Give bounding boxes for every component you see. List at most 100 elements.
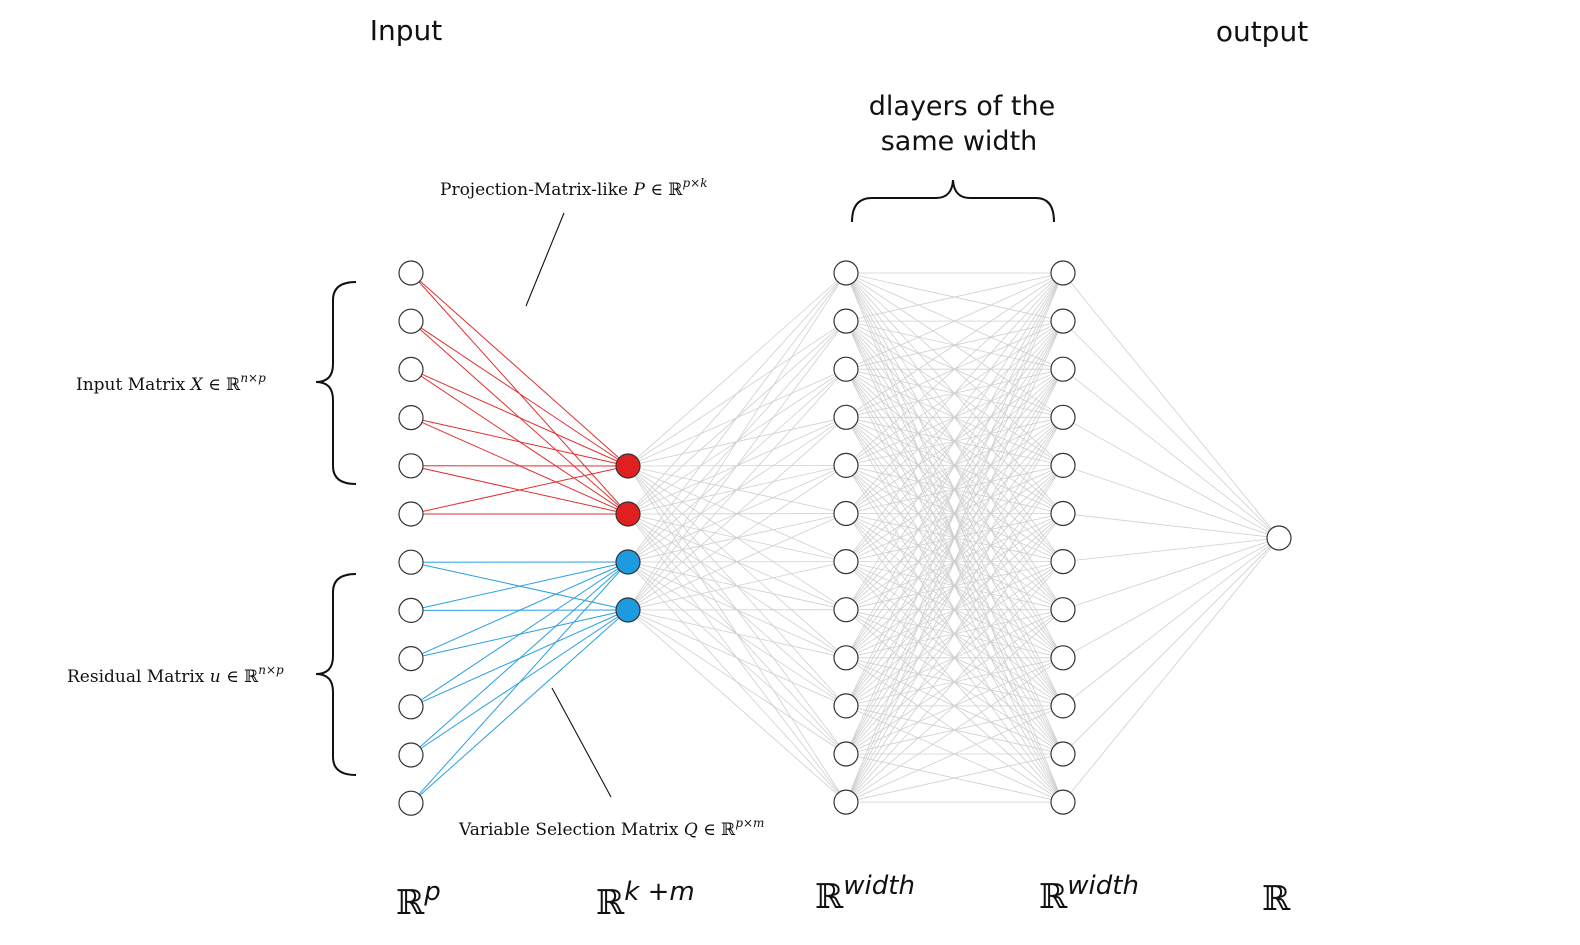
edge [845, 272, 1064, 803]
edge [845, 272, 1064, 466]
edge [627, 513, 847, 611]
selection-pointer [551, 687, 612, 798]
edge [627, 465, 847, 611]
hidden-node [1050, 645, 1076, 671]
input-node [398, 597, 424, 624]
edge [845, 369, 1064, 803]
hidden-layer-2 [1050, 260, 1076, 815]
input-node [398, 501, 424, 527]
edge [1062, 537, 1280, 611]
input-node [398, 790, 424, 816]
output-layer [1266, 525, 1292, 551]
edge [627, 561, 847, 611]
hidden-node [833, 548, 859, 575]
hidden-node [833, 597, 859, 623]
hidden-node [1050, 260, 1076, 286]
projection-pointer [525, 212, 565, 307]
edge [1062, 513, 1280, 539]
input-node [398, 742, 424, 768]
input-matrix-label: Input Matrix X ∈ ℝn×p [76, 371, 266, 395]
edge [627, 320, 847, 611]
edge [1062, 320, 1280, 539]
hidden-layers-title-line1: dlayers of the [869, 91, 1055, 122]
hidden-edges [627, 272, 1280, 803]
dim-label-output: ℝ [1262, 879, 1291, 919]
edge [845, 272, 1064, 322]
dim-label-projection: ℝk +m [596, 877, 695, 923]
input-node [398, 356, 424, 382]
edge [1062, 537, 1280, 803]
edge [845, 320, 1064, 803]
edge [845, 272, 1064, 707]
edge [845, 272, 1064, 755]
hidden-node [833, 260, 859, 286]
hidden-node [833, 500, 859, 527]
hidden-node [833, 452, 859, 478]
hidden-node [833, 356, 859, 382]
edge [845, 272, 1064, 658]
hidden-node [833, 693, 859, 719]
edge [627, 368, 847, 611]
residual-matrix-brace [315, 573, 357, 776]
selection-edges [410, 561, 629, 804]
selection-edge [410, 609, 629, 804]
hidden-node [1050, 789, 1076, 815]
edge [1062, 537, 1280, 562]
hidden-node [833, 645, 859, 671]
hidden-node [833, 789, 859, 815]
edge [845, 561, 1064, 803]
dim-label-hidden-1: ℝwidth [815, 871, 915, 917]
hidden-node [1050, 548, 1076, 575]
input-node [398, 405, 424, 431]
projection-edge [410, 465, 629, 515]
edge [1062, 272, 1280, 539]
residual-matrix-label: Residual Matrix u ∈ ℝn×p [67, 663, 284, 687]
edge [845, 513, 1064, 803]
projection-label: Projection-Matrix-like P ∈ ℝp×k [440, 176, 707, 200]
selection-edge [410, 561, 629, 708]
hidden-layers-title-line2: same width [881, 126, 1038, 157]
projection-edge [410, 320, 629, 467]
hidden-node [1050, 500, 1076, 527]
projection-edge [410, 272, 629, 467]
edge [845, 417, 1064, 803]
input-node [398, 645, 424, 672]
hidden-node [1050, 597, 1076, 623]
hidden-node [1050, 404, 1076, 430]
selection-node [615, 597, 641, 623]
selection-edge [410, 561, 629, 804]
selection-edge [410, 561, 629, 756]
dim-label-hidden-2: ℝwidth [1039, 871, 1139, 917]
edge [845, 272, 1064, 610]
projection-node [615, 501, 641, 527]
edge [845, 465, 1064, 803]
input-node [398, 260, 424, 286]
edge [1062, 537, 1280, 755]
hidden-node [833, 404, 859, 430]
input-node [398, 549, 424, 575]
projection-node [615, 453, 641, 479]
dim-label-input: ℝp [396, 877, 441, 923]
edge [845, 753, 1064, 803]
edge [627, 272, 847, 563]
input-node [398, 694, 424, 720]
edge [845, 609, 1064, 803]
selection-edge [410, 561, 629, 611]
edge [627, 609, 847, 755]
edge [627, 417, 847, 611]
edge [1062, 537, 1280, 659]
input-layer [398, 260, 424, 816]
hidden-node [1050, 308, 1076, 334]
edge [1062, 537, 1280, 707]
input-matrix-brace [315, 281, 357, 485]
variable-selection-label: Variable Selection Matrix Q ∈ ℝp×m [458, 816, 764, 840]
edge [845, 657, 1064, 803]
edge [627, 272, 847, 611]
projection-edge [410, 417, 629, 467]
selection-edge [410, 561, 629, 660]
projection-layer [615, 453, 641, 623]
hidden-layer-1 [833, 260, 859, 815]
output-node [1266, 525, 1292, 551]
edge [845, 272, 1064, 370]
edge [845, 272, 1064, 514]
